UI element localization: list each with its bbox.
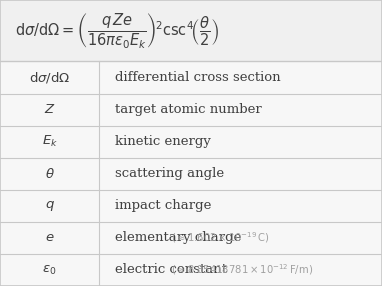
Bar: [0, 158, 382, 190]
Text: $q$: $q$: [45, 199, 55, 213]
Text: $E_k$: $E_k$: [42, 134, 58, 149]
Text: $\varepsilon_0$: $\varepsilon_0$: [42, 263, 57, 277]
Text: $\mathrm{d}\sigma/\mathrm{d}\Omega$: $\mathrm{d}\sigma/\mathrm{d}\Omega$: [29, 70, 70, 85]
Bar: [0, 0, 382, 61]
Bar: [0, 190, 382, 222]
Text: elementary charge: elementary charge: [115, 231, 241, 245]
Text: $e$: $e$: [45, 231, 55, 245]
Text: kinetic energy: kinetic energy: [115, 135, 210, 148]
Text: scattering angle: scattering angle: [115, 167, 224, 180]
Bar: [0, 222, 382, 254]
Text: $(\approx 8.85418781\times 10^{-12}\,\mathrm{F/m})$: $(\approx 8.85418781\times 10^{-12}\,\ma…: [171, 263, 313, 277]
Bar: [0, 254, 382, 286]
Text: target atomic number: target atomic number: [115, 103, 261, 116]
Text: $\mathrm{d}\sigma/\mathrm{d}\Omega = \left(\dfrac{q\,Ze}{16\pi\varepsilon_0 E_k}: $\mathrm{d}\sigma/\mathrm{d}\Omega = \le…: [15, 11, 220, 50]
Text: differential cross section: differential cross section: [115, 71, 280, 84]
Text: $(\approx 1.602\times 10^{-19}\,\mathrm{C})$: $(\approx 1.602\times 10^{-19}\,\mathrm{…: [171, 231, 270, 245]
Text: impact charge: impact charge: [115, 199, 211, 212]
Bar: [0, 126, 382, 158]
Text: electric constant: electric constant: [115, 263, 227, 277]
Bar: [0, 61, 382, 94]
Text: $\theta$: $\theta$: [45, 167, 55, 181]
Bar: [0, 94, 382, 126]
Text: $Z$: $Z$: [44, 103, 55, 116]
